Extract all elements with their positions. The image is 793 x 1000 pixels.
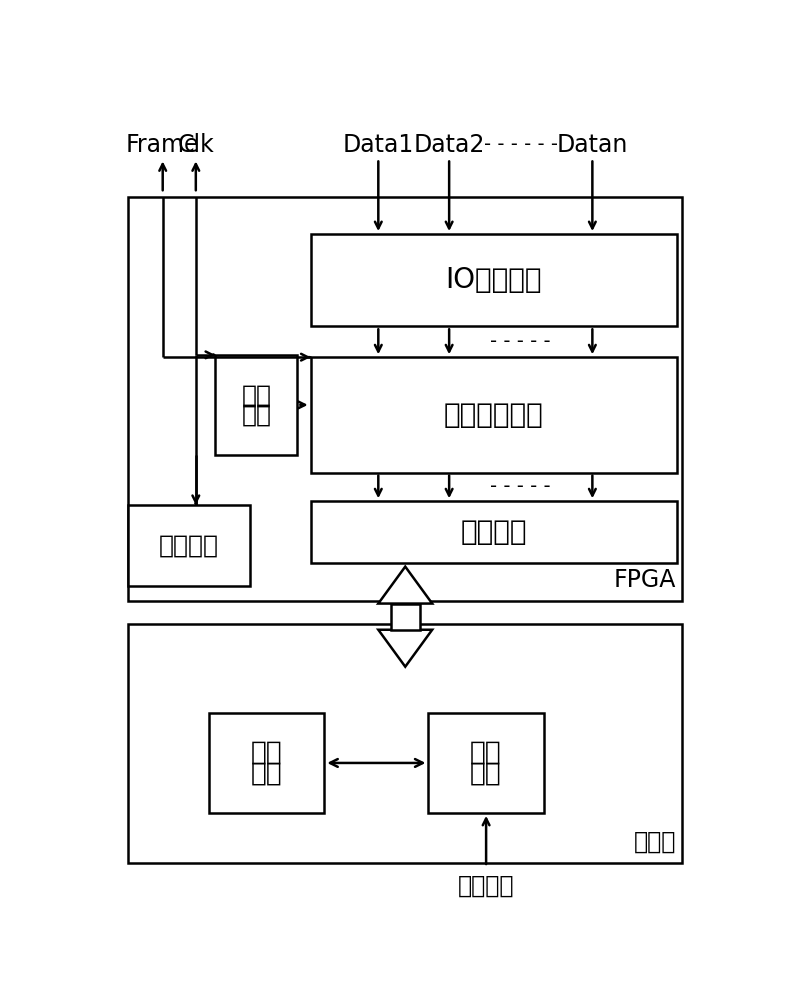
Bar: [311, 234, 677, 326]
Bar: [391, 604, 419, 630]
Bar: [311, 501, 677, 563]
Bar: [128, 197, 683, 601]
Text: IO延迟模块: IO延迟模块: [446, 266, 542, 294]
Polygon shape: [378, 567, 432, 604]
Polygon shape: [378, 630, 432, 667]
Text: 时钟模块: 时钟模块: [159, 533, 219, 557]
Text: 用户输入: 用户输入: [458, 874, 515, 898]
Text: FPGA: FPGA: [614, 568, 676, 592]
Bar: [428, 713, 544, 813]
Text: Clk: Clk: [178, 133, 214, 157]
Text: Data1: Data1: [343, 133, 414, 157]
Text: 模块: 模块: [241, 402, 271, 426]
Bar: [128, 505, 250, 586]
Text: - - - - -: - - - - -: [490, 332, 551, 351]
Text: 处理: 处理: [251, 739, 282, 765]
Text: 模块: 模块: [251, 761, 282, 787]
Text: 上位机: 上位机: [634, 830, 676, 854]
Bar: [311, 357, 677, 473]
Text: 选择模块: 选择模块: [461, 518, 527, 546]
Bar: [215, 355, 297, 455]
Text: 移相: 移相: [241, 384, 271, 408]
Text: Frame: Frame: [126, 133, 200, 157]
Text: - - - - -: - - - - -: [490, 477, 551, 496]
Bar: [209, 713, 324, 813]
Bar: [128, 624, 683, 863]
Text: Data2: Data2: [413, 133, 485, 157]
Text: 控制: 控制: [470, 739, 502, 765]
Text: - - - - - -: - - - - - -: [484, 135, 557, 154]
Text: Datan: Datan: [557, 133, 628, 157]
Text: 采样转换模块: 采样转换模块: [444, 401, 544, 429]
Text: 模块: 模块: [470, 761, 502, 787]
